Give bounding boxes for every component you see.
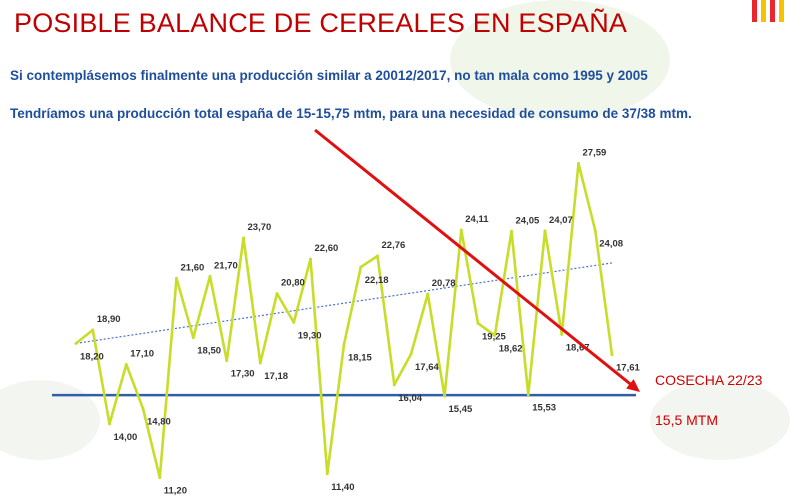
data-label: 17,64 xyxy=(415,362,439,373)
series-line xyxy=(75,162,614,479)
forecast-arrowhead xyxy=(626,379,640,392)
data-label: 17,61 xyxy=(616,363,640,374)
data-point xyxy=(359,265,363,269)
data-label: 18,62 xyxy=(499,343,523,354)
data-label: 17,18 xyxy=(264,371,288,382)
data-label: 11,40 xyxy=(331,482,354,493)
page-title: POSIBLE BALANCE DE CEREALES EN ESPAÑA xyxy=(14,8,628,38)
data-label: 15,53 xyxy=(532,403,556,414)
data-label: 21,60 xyxy=(181,262,205,273)
data-label: 24,08 xyxy=(599,239,623,250)
forecast-label: COSECHA 22/23 xyxy=(655,372,763,388)
data-label: 20,80 xyxy=(281,278,305,289)
data-point xyxy=(459,228,463,232)
data-label: 18,20 xyxy=(80,351,104,362)
data-label: 22,18 xyxy=(365,275,389,286)
data-label: 19,25 xyxy=(482,331,506,342)
data-point xyxy=(543,229,547,233)
data-point xyxy=(577,161,580,165)
data-point xyxy=(560,332,564,336)
data-label: 18,67 xyxy=(566,342,590,353)
data-point xyxy=(91,328,95,332)
data-label: 24,07 xyxy=(549,215,573,226)
data-point xyxy=(476,321,480,325)
data-point xyxy=(275,292,279,296)
data-point xyxy=(526,393,530,397)
data-point xyxy=(325,472,329,476)
data-label: 11,20 xyxy=(164,486,187,497)
data-label: 22,60 xyxy=(315,243,339,254)
data-point xyxy=(141,407,145,411)
data-point xyxy=(376,254,379,258)
data-point xyxy=(292,320,296,324)
data-point xyxy=(208,274,212,278)
data-label: 19,30 xyxy=(298,330,322,341)
data-label: 14,80 xyxy=(147,417,171,428)
data-label: 24,05 xyxy=(516,215,540,226)
data-point xyxy=(191,336,195,340)
data-label: 15,45 xyxy=(449,404,473,415)
data-label: 20,78 xyxy=(432,278,456,289)
spain-flag-icon xyxy=(752,0,786,22)
data-point xyxy=(426,292,430,296)
data-label: 14,00 xyxy=(114,432,138,443)
data-label: 18,50 xyxy=(197,346,221,357)
data-label: 24,11 xyxy=(465,214,489,225)
data-point xyxy=(342,342,346,346)
data-point xyxy=(74,341,78,345)
data-point xyxy=(409,352,413,356)
data-label: 17,10 xyxy=(130,349,154,360)
data-point xyxy=(242,236,245,240)
data-label: 18,15 xyxy=(348,352,372,363)
data-point xyxy=(309,257,312,261)
data-point xyxy=(108,422,111,426)
baseline-label: 15,5 MTM xyxy=(655,412,719,428)
data-label: 17,30 xyxy=(231,369,255,380)
data-label: 27,59 xyxy=(583,147,607,158)
data-point xyxy=(443,394,446,398)
subtitle-scenario: Si contemplásemos finalmente una producc… xyxy=(10,68,648,83)
data-point xyxy=(493,333,497,337)
data-point xyxy=(175,276,178,280)
subtitle-production: Tendríamos una producción total españa d… xyxy=(10,106,692,121)
data-label: 23,70 xyxy=(248,222,272,233)
data-label: 21,70 xyxy=(214,260,238,271)
data-point xyxy=(593,229,597,233)
data-point xyxy=(392,383,396,387)
data-label: 18,90 xyxy=(97,314,121,325)
data-point xyxy=(258,361,262,365)
data-point xyxy=(510,229,513,233)
data-point xyxy=(158,476,162,480)
data-point xyxy=(225,359,229,363)
data-point xyxy=(610,353,614,357)
data-label: 16,04 xyxy=(398,393,422,404)
data-label: 22,76 xyxy=(382,240,406,251)
data-point xyxy=(124,363,128,366)
forecast-arrow xyxy=(314,128,635,389)
